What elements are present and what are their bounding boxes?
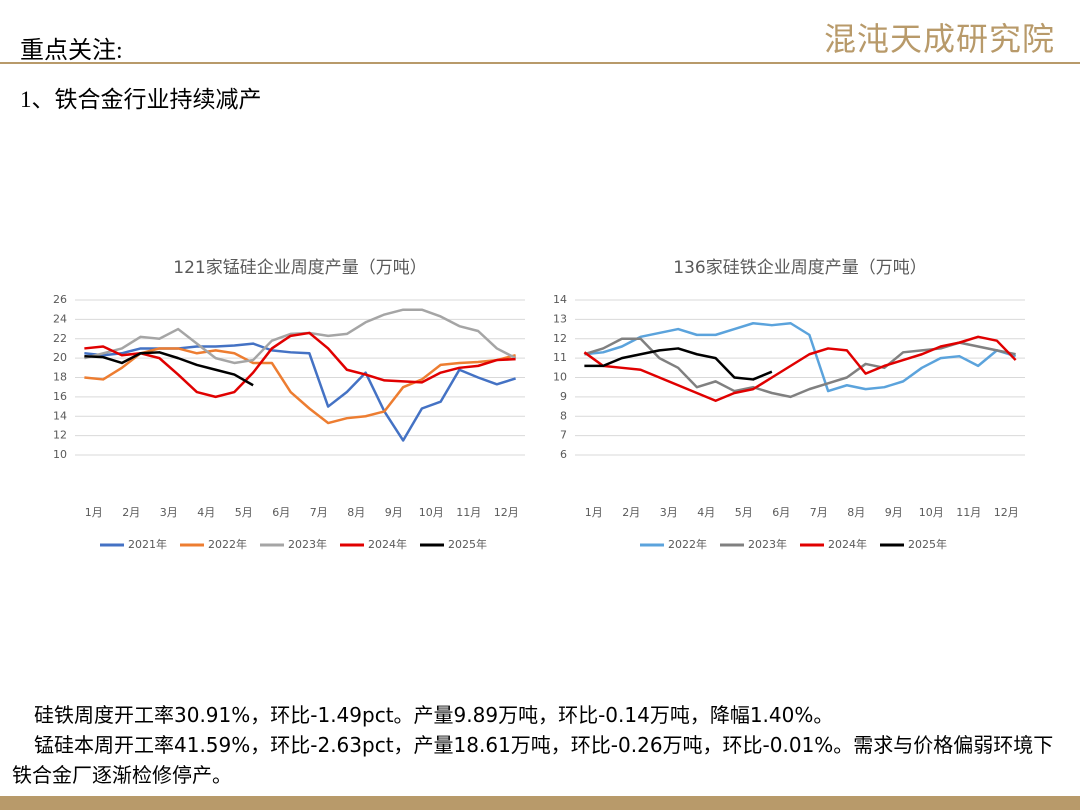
- section-heading: 1、铁合金行业持续减产: [20, 87, 262, 112]
- y-tick-label: 18: [53, 371, 67, 384]
- y-tick-label: 10: [53, 448, 67, 461]
- legend-label: 2024年: [828, 537, 867, 551]
- x-tick-label: 10月: [919, 506, 944, 519]
- x-tick-label: 6月: [772, 506, 790, 519]
- header-title: 重点关注:: [20, 38, 123, 64]
- y-tick-label: 24: [53, 312, 67, 325]
- legend-label: 2022年: [668, 537, 707, 551]
- y-tick-label: 26: [53, 293, 67, 306]
- x-tick-label: 1月: [85, 506, 103, 519]
- series-line: [583, 335, 1017, 402]
- y-tick-label: 16: [53, 390, 67, 403]
- y-tick-label: 14: [553, 293, 567, 306]
- series-line: [584, 337, 1016, 399]
- legend-label: 2022年: [208, 537, 247, 551]
- y-tick-label: 9: [560, 390, 567, 403]
- series-line: [84, 331, 516, 399]
- x-tick-label: 7月: [310, 506, 328, 519]
- chart: 121家锰硅企业周度产量（万吨） 10 12 14 16 18 20 22 24 26 1月 2月 3月…: [53, 258, 525, 551]
- chart-title: 121家锰硅企业周度产量（万吨）: [173, 258, 426, 278]
- x-tick-label: 2月: [622, 506, 640, 519]
- y-tick-label: 20: [53, 351, 67, 364]
- x-tick-label: 2月: [122, 506, 140, 519]
- chart-title: 136家硅铁企业周度产量（万吨）: [673, 258, 926, 278]
- paragraph: 锰硅本周开工率41.59%，环比-2.63pct，产量18.61万吨，环比-0.…: [12, 733, 1054, 787]
- body-text: 硅铁周度开工率30.91%，环比-1.49pct。产量9.89万吨，环比-0.1…: [12, 700, 1072, 790]
- y-tick-label: 13: [553, 312, 567, 325]
- x-tick-label: 4月: [697, 506, 715, 519]
- series-line: [84, 347, 516, 425]
- x-tick-label: 12月: [994, 506, 1019, 519]
- header-rule: [0, 62, 1080, 64]
- x-tick-label: 9月: [385, 506, 403, 519]
- x-tick-label: 9月: [885, 506, 903, 519]
- logo: 混沌天成研究院: [823, 21, 1055, 57]
- y-tick-label: 12: [553, 332, 567, 345]
- legend-label: 2025年: [448, 537, 487, 551]
- x-tick-label: 10月: [419, 506, 444, 519]
- x-tick-label: 3月: [160, 506, 178, 519]
- legend-label: 2023年: [748, 537, 787, 551]
- x-tick-label: 12月: [494, 506, 519, 519]
- x-tick-label: 6月: [272, 506, 290, 519]
- x-tick-label: 8月: [847, 506, 865, 519]
- x-tick-label: 11月: [456, 506, 481, 519]
- x-tick-label: 8月: [347, 506, 365, 519]
- y-tick-label: 14: [53, 409, 67, 422]
- x-tick-label: 5月: [235, 506, 253, 519]
- x-tick-label: 1月: [585, 506, 603, 519]
- footer-bar: [0, 796, 1080, 810]
- series-line: [584, 322, 1016, 393]
- x-tick-label: 11月: [956, 506, 981, 519]
- x-tick-label: 7月: [810, 506, 828, 519]
- y-tick-label: 11: [553, 351, 567, 364]
- y-tick-label: 22: [53, 332, 67, 345]
- paragraph: 硅铁周度开工率30.91%，环比-1.49pct。产量9.89万吨，环比-0.1…: [34, 703, 834, 727]
- legend-label: 2023年: [288, 537, 327, 551]
- legend-label: 2021年: [128, 537, 167, 551]
- x-tick-label: 3月: [660, 506, 678, 519]
- y-tick-label: 6: [560, 448, 567, 461]
- chart: 136家硅铁企业周度产量（万吨） 6 7 8 9 10 11 12 13 14 1月 2月 3月 4月 5月…: [553, 258, 1025, 551]
- legend-label: 2025年: [908, 537, 947, 551]
- x-tick-label: 5月: [735, 506, 753, 519]
- x-tick-label: 4月: [197, 506, 215, 519]
- y-tick-label: 8: [560, 409, 567, 422]
- series-line: [84, 351, 254, 387]
- series-line: [584, 347, 773, 381]
- legend-label: 2024年: [368, 537, 407, 551]
- y-tick-label: 12: [53, 429, 67, 442]
- y-tick-label: 7: [560, 429, 567, 442]
- y-tick-label: 10: [553, 371, 567, 384]
